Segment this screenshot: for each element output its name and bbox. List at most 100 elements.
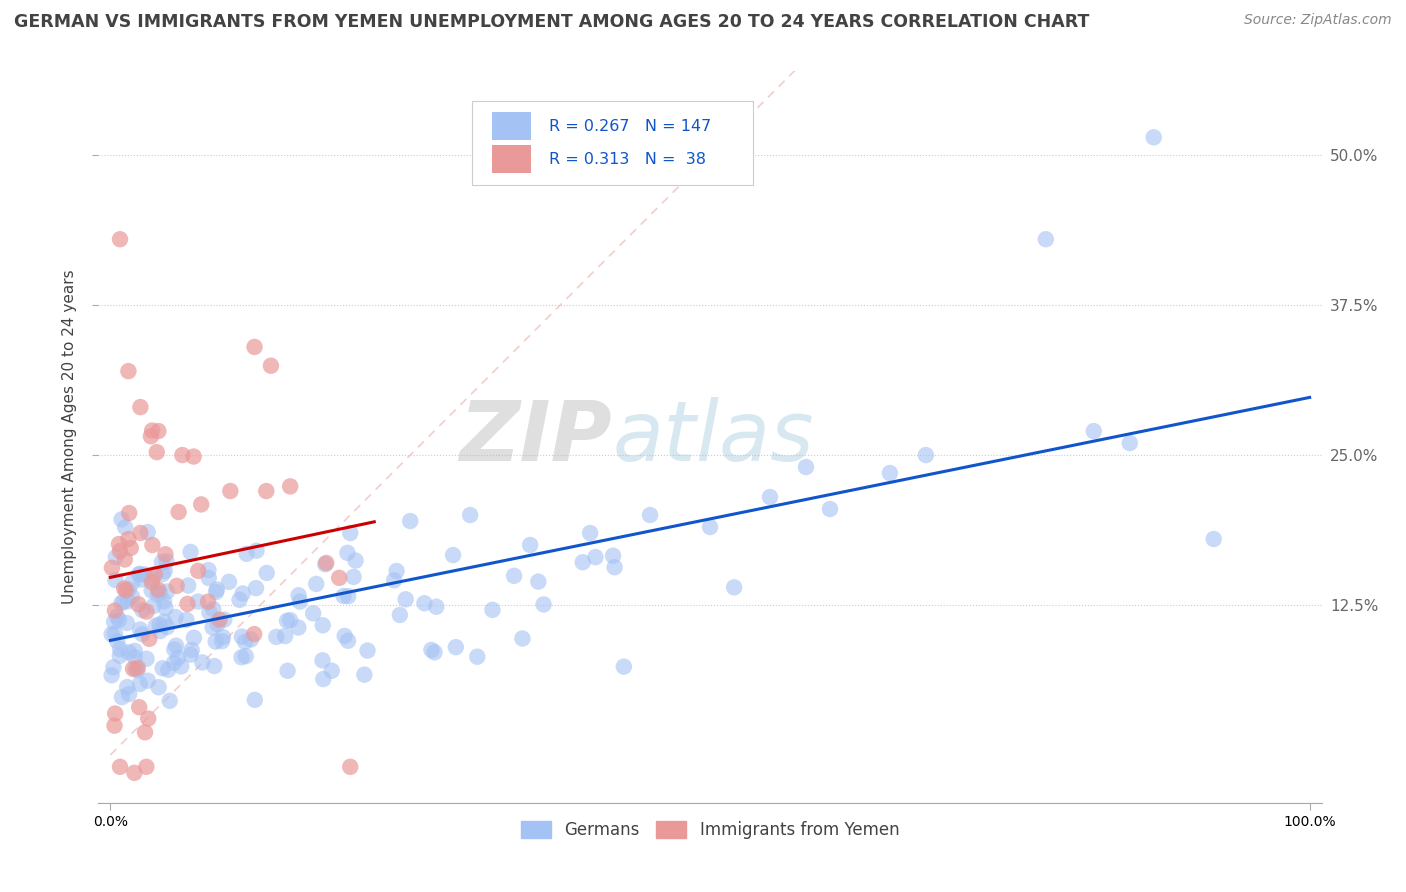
Point: [339, 526, 361, 541]
Point: [129, 623, 152, 637]
Point: [205, 582, 228, 597]
Point: [149, 624, 172, 638]
Point: [278, 479, 301, 493]
Point: [127, 661, 149, 675]
Point: [131, 603, 153, 617]
Y-axis label: Unemployment Among Ages 20 to 24 years: Unemployment Among Ages 20 to 24 years: [62, 269, 77, 605]
Point: [699, 520, 721, 534]
Point: [198, 605, 221, 619]
Point: [149, 617, 172, 632]
Point: [115, 615, 138, 630]
Point: [288, 594, 311, 608]
Point: [212, 630, 235, 644]
Point: [245, 581, 267, 595]
Point: [356, 643, 378, 657]
Point: [155, 547, 177, 561]
Point: [142, 599, 165, 613]
Point: [207, 617, 229, 632]
Point: [465, 649, 488, 664]
Point: [235, 649, 257, 664]
Point: [201, 620, 224, 634]
Point: [110, 596, 132, 610]
Point: [311, 653, 333, 667]
Point: [122, 662, 145, 676]
Point: [105, 634, 128, 648]
Point: [205, 585, 228, 599]
Point: [115, 680, 138, 694]
Point: [143, 567, 166, 582]
Point: [103, 660, 125, 674]
Point: [165, 610, 187, 624]
Point: [118, 506, 141, 520]
Point: [121, 590, 143, 604]
Point: [197, 595, 219, 609]
Point: [108, 648, 131, 663]
Point: [138, 632, 160, 646]
Point: [232, 586, 254, 600]
Point: [170, 659, 193, 673]
Point: [112, 595, 135, 609]
Point: [108, 760, 131, 774]
Point: [180, 545, 202, 559]
Point: [315, 556, 337, 570]
Point: [197, 563, 219, 577]
Point: [533, 598, 555, 612]
Point: [117, 594, 139, 608]
Point: [353, 667, 375, 681]
Point: [312, 618, 335, 632]
Point: [141, 575, 163, 590]
Point: [112, 582, 135, 596]
Point: [118, 582, 141, 597]
Point: [239, 632, 262, 647]
Point: [145, 618, 167, 632]
Point: [136, 524, 159, 539]
Point: [141, 572, 163, 586]
Point: [128, 700, 150, 714]
Point: [104, 604, 127, 618]
Point: [328, 571, 350, 585]
Point: [152, 567, 174, 582]
Point: [108, 537, 131, 551]
Point: [333, 629, 356, 643]
Point: [1083, 424, 1105, 438]
Point: [156, 620, 179, 634]
Point: [163, 656, 186, 670]
Point: [512, 632, 534, 646]
Point: [214, 613, 236, 627]
Point: [141, 538, 163, 552]
Point: [278, 613, 301, 627]
Point: [312, 672, 335, 686]
Point: [127, 597, 149, 611]
Point: [159, 694, 181, 708]
Point: [202, 659, 225, 673]
Point: [197, 571, 219, 585]
Point: [163, 642, 186, 657]
Point: [165, 639, 187, 653]
Point: [190, 497, 212, 511]
Point: [118, 687, 141, 701]
Point: [153, 594, 176, 608]
Legend: Germans, Immigrants from Yemen: Germans, Immigrants from Yemen: [515, 814, 905, 846]
Point: [101, 561, 124, 575]
Point: [794, 460, 817, 475]
Point: [155, 601, 177, 615]
Point: [274, 629, 297, 643]
Point: [118, 645, 141, 659]
Point: [339, 760, 361, 774]
Point: [124, 650, 146, 665]
Point: [105, 609, 128, 624]
Point: [571, 555, 593, 569]
Point: [337, 589, 360, 603]
Point: [129, 526, 152, 541]
Point: [344, 553, 367, 567]
Point: [503, 569, 526, 583]
Point: [235, 547, 257, 561]
Point: [332, 589, 354, 603]
Point: [128, 566, 150, 581]
Point: [141, 583, 163, 598]
Point: [1202, 532, 1225, 546]
Point: [111, 690, 134, 705]
Point: [146, 588, 169, 602]
Point: [287, 621, 309, 635]
Point: [211, 634, 233, 648]
